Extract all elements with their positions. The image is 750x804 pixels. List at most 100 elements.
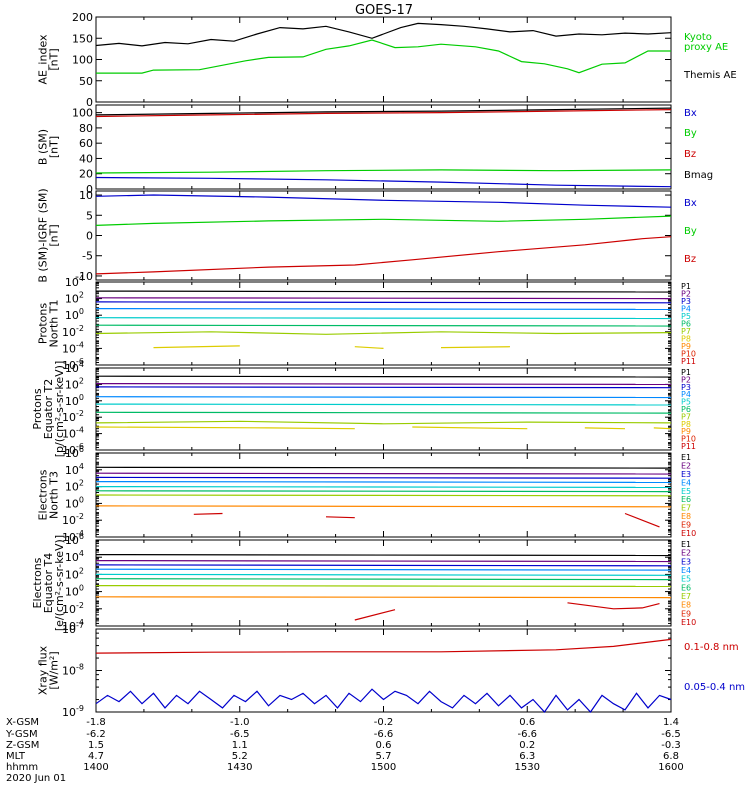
y-tick-label: 106	[65, 445, 84, 460]
legend-entry: E9	[681, 521, 691, 530]
legend-entry: E3	[681, 470, 691, 479]
series-line-p3	[95, 301, 672, 304]
y-axis-label: Electrons	[37, 469, 50, 520]
legend-entry: P9	[681, 427, 691, 436]
y-axis-label: [p/(cm²-s-sr-keV)]	[53, 361, 66, 458]
legend-entry: P6	[681, 320, 691, 329]
y-tick-label: 200	[72, 11, 93, 24]
series-line-bz	[95, 109, 672, 118]
y-tick-label: 40	[79, 152, 93, 165]
y-axis-label: Xray flux	[37, 645, 50, 695]
y-axis-label: AE_index	[37, 34, 50, 85]
x-axis-value: -6.5	[661, 729, 681, 740]
series-line-e2	[95, 472, 672, 475]
x-axis-value: 1530	[515, 762, 540, 773]
y-tick-label: 50	[79, 75, 93, 88]
y-tick-label: 10-4	[62, 618, 84, 633]
y-tick-label: 10-4	[62, 529, 84, 544]
x-axis-value: 0.6	[376, 740, 392, 751]
legend-entry: P4	[681, 305, 691, 314]
series-line-p6	[95, 411, 672, 414]
x-axis-value: -6.6	[517, 729, 537, 740]
x-axis-value: 1.5	[88, 740, 104, 751]
y-tick-label: 0	[86, 230, 93, 243]
series-line-e3	[95, 476, 672, 479]
legend-entry: E6	[681, 495, 691, 504]
series-line-p8	[153, 345, 511, 349]
legend-entry: P8	[681, 420, 691, 429]
legend-entry: P6	[681, 405, 691, 414]
series-line-p1	[95, 375, 672, 378]
legend-entry: P7	[681, 412, 691, 421]
x-axis-value: -0.3	[661, 740, 681, 751]
series-line-by	[95, 215, 672, 226]
y-tick-label: 10-6	[62, 442, 84, 457]
y-tick-label: 80	[79, 122, 93, 135]
y-axis-label: B (SM)-IGRF (SM)	[37, 188, 50, 282]
series-line-0-1-0-8-nm	[95, 638, 672, 654]
legend-entry: P8	[681, 335, 691, 344]
y-tick-label: 104	[65, 549, 84, 564]
series-line-e4	[95, 481, 672, 483]
legend-entry: P1	[681, 368, 691, 377]
series-line-p2	[95, 383, 672, 385]
series-line-e1	[95, 466, 672, 469]
legend-entry: E10	[681, 618, 696, 627]
y-tick-label: 10-2	[62, 601, 84, 616]
legend-entry: E8	[681, 601, 691, 610]
x-axis-value: 1.1	[232, 740, 248, 751]
series-line-p7	[95, 420, 672, 425]
series-line-e9	[193, 512, 660, 528]
x-axis-value: 4.7	[88, 751, 104, 762]
legend-entry: E5	[681, 487, 691, 496]
series-line-e1	[95, 554, 672, 557]
legend-entry: By	[684, 226, 697, 237]
x-axis-value: 1.4	[663, 717, 679, 728]
series-line-bmag	[95, 107, 672, 116]
series-line-themis-ae	[95, 22, 672, 47]
legend-entry: E2	[681, 549, 691, 558]
legend-entry: E4	[681, 566, 691, 575]
y-axis-label: North T3	[48, 471, 61, 519]
y-tick-label: 150	[72, 32, 93, 45]
series-line-p1	[95, 290, 672, 293]
x-axis-value: -1.0	[230, 717, 250, 728]
x-axis-value: -6.5	[230, 729, 250, 740]
y-tick-label: 10-8	[62, 663, 84, 678]
series-line-e7	[95, 585, 672, 587]
legend-entry: E10	[681, 529, 696, 538]
y-axis-label: [W/m²]	[48, 651, 61, 689]
legend-entry: P1	[681, 282, 691, 291]
y-tick-label: 0	[86, 183, 93, 196]
panel-xray: 10-7 10-8 10-9 Xray flux[W/m²] 0.1-0.8 nm 0.0…	[37, 621, 746, 719]
legend-entry: P11	[681, 357, 696, 366]
x-axis-row-label: hhmm	[6, 762, 38, 773]
y-axis-label: Protons	[31, 388, 44, 429]
legend-entry: 0.05-0.4 nm	[684, 682, 745, 693]
legend-entry: By	[684, 128, 697, 139]
y-tick-label: 104	[65, 274, 84, 289]
y-tick-label: 10-2	[62, 409, 84, 424]
y-axis-label: Protons	[37, 303, 50, 344]
legend-entry: P7	[681, 327, 691, 336]
series-line-e7	[95, 494, 672, 497]
chart-title: GOES-17	[355, 3, 413, 18]
legend-entry: Bz	[684, 149, 696, 160]
panel-frame	[95, 190, 672, 281]
series-line-e9	[354, 602, 660, 621]
panel-frame	[95, 104, 672, 190]
legend-entry: P10	[681, 350, 696, 359]
y-tick-label: 20	[79, 168, 93, 181]
x-axis-value: 6.3	[519, 751, 535, 762]
legend-entry: 0.1-0.8 nm	[684, 642, 739, 653]
legend-entry: Kyoto	[684, 32, 712, 43]
x-axis-value: 1400	[83, 762, 108, 773]
x-axis-row-label: 2020 Jun 01	[6, 773, 66, 784]
panel-frame	[95, 367, 672, 451]
legend-entry: E7	[681, 592, 691, 601]
legend-entry: E9	[681, 609, 691, 618]
legend-entry: P2	[681, 290, 691, 299]
legend-entry: Bz	[684, 254, 696, 265]
